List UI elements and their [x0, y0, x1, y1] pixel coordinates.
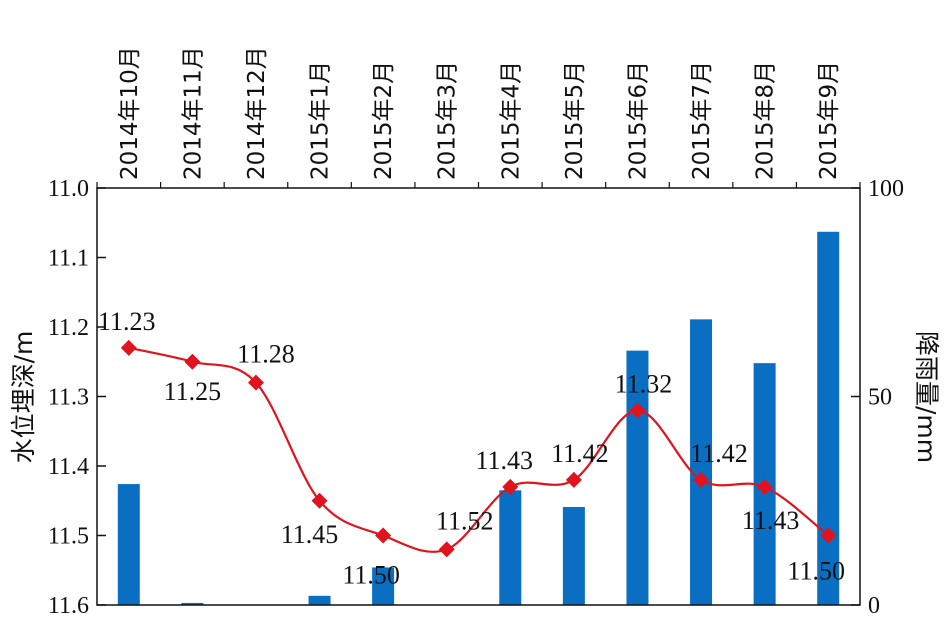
- y-left-tick-label: 11.4: [48, 454, 89, 480]
- data-label: 11.42: [551, 439, 609, 468]
- y-left-tick-label: 11.3: [48, 385, 89, 411]
- water-depth-point: [756, 478, 773, 495]
- rainfall-bar: [308, 595, 331, 605]
- x-tick-label: 2015年6月: [625, 61, 651, 180]
- rainfall-bar: [499, 490, 522, 605]
- x-tick-label: 2015年5月: [562, 61, 588, 180]
- rainfall-bar: [117, 484, 140, 605]
- rainfall-bar: [372, 567, 395, 605]
- y-right-tick-label: 0: [868, 593, 880, 619]
- x-tick-label: 2015年7月: [689, 61, 715, 180]
- y-left-tick-label: 11.5: [48, 524, 89, 550]
- x-tick-label: 2014年12月: [244, 46, 270, 180]
- rainfall-bar: [626, 350, 649, 605]
- data-label: 11.50: [787, 557, 845, 586]
- y-left-tick-label: 11.2: [48, 315, 89, 341]
- water-depth-point: [184, 353, 201, 370]
- x-tick-label: 2015年3月: [435, 61, 461, 180]
- water-depth-point: [502, 478, 519, 495]
- x-tick-label: 2015年2月: [371, 61, 397, 180]
- x-tick-label: 2015年8月: [753, 61, 779, 180]
- data-label: 11.43: [742, 506, 800, 535]
- water-depth-point: [247, 374, 264, 391]
- y-right-tick-label: 100: [868, 176, 904, 202]
- rainfall-bar: [690, 319, 713, 605]
- rainfall-bar: [181, 602, 204, 605]
- water-depth-point: [120, 339, 137, 356]
- water-depth-point: [565, 471, 582, 488]
- water-depth-point: [311, 492, 328, 509]
- labels: 2014年10月 2014年11月 2014年12月 2015年1月 2015年2月 20…: [98, 46, 845, 589]
- water-depth-point: [629, 402, 646, 419]
- water-depth-series: [120, 339, 837, 558]
- data-label: 11.25: [164, 377, 222, 406]
- x-tick-label: 2014年11月: [180, 46, 206, 180]
- water-depth-point: [693, 471, 710, 488]
- data-label: 11.50: [342, 561, 400, 590]
- y-left-tick-label: 11.6: [48, 593, 89, 619]
- x-tick-label: 2014年10月: [117, 46, 143, 180]
- axis-ticks: 11.0 11.1 11.2 11.3 11.4 11.5 11.6 0 50 100: [48, 176, 904, 619]
- y-right-tick-label: 50: [868, 385, 892, 411]
- x-tick-label: 2015年4月: [498, 61, 524, 180]
- data-label: 11.52: [436, 506, 494, 535]
- data-label: 11.32: [615, 369, 673, 398]
- water-depth-point: [375, 527, 392, 544]
- y-axis-right-label: 降雨量/mm: [912, 331, 941, 463]
- water-depth-point: [438, 541, 455, 558]
- bar-series: [117, 231, 840, 605]
- data-label: 11.43: [476, 446, 534, 475]
- y-axis-left-label: 水位埋深/m: [9, 331, 38, 464]
- water-depth-point: [820, 527, 837, 544]
- rainfall-bar: [562, 507, 585, 605]
- data-label: 11.42: [690, 439, 748, 468]
- x-tick-label: 2015年9月: [816, 61, 842, 180]
- data-label: 11.45: [281, 520, 339, 549]
- data-label: 11.23: [98, 307, 156, 336]
- y-left-tick-label: 11.0: [48, 176, 89, 202]
- y-left-tick-label: 11.1: [48, 246, 89, 272]
- x-tick-label: 2015年1月: [308, 61, 334, 180]
- rainfall-bar: [817, 231, 840, 605]
- data-label: 11.28: [237, 340, 295, 369]
